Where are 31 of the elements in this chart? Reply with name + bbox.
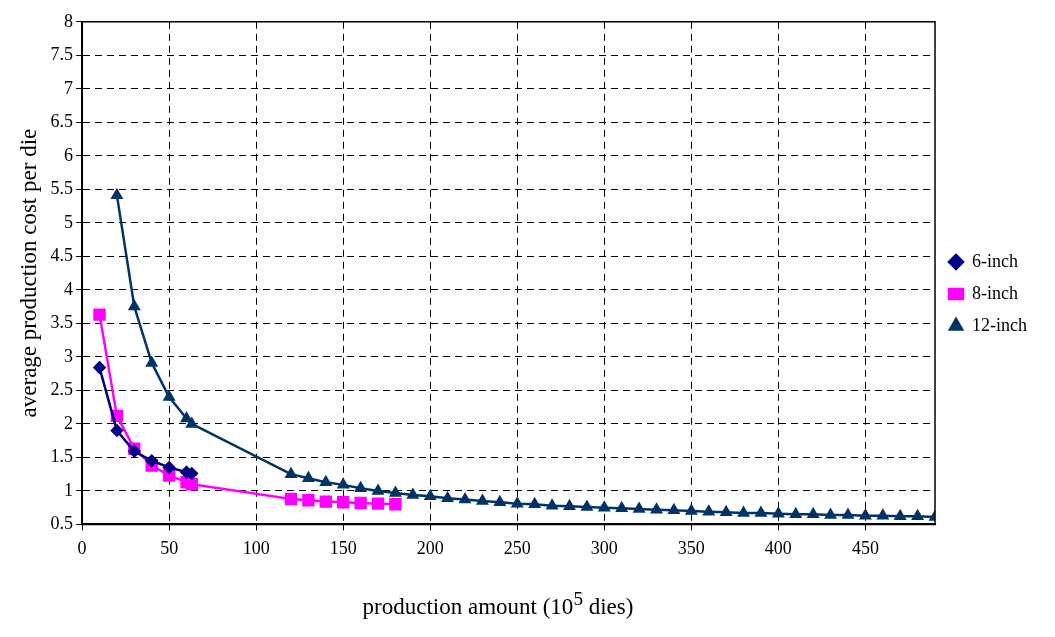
y-tick-label: 3	[64, 345, 74, 366]
x-tick-label: 150	[329, 537, 357, 558]
y-tick-label: 5	[64, 211, 74, 232]
x-tick-label: 350	[677, 537, 705, 558]
y-tick-label: 7	[64, 77, 74, 98]
y-tick-label: 1	[64, 479, 74, 500]
legend-label: 12-inch	[972, 314, 1027, 335]
y-tick-label: 6	[64, 144, 74, 165]
x-tick-label: 450	[851, 537, 879, 558]
y-tick-label: 1.5	[50, 446, 74, 467]
x-tick-label: 300	[590, 537, 618, 558]
x-tick-label: 100	[242, 537, 270, 558]
y-tick-label: 5.5	[50, 178, 74, 199]
y-tick-label: 4.5	[50, 245, 74, 266]
y-tick-label: 3.5	[50, 312, 74, 333]
y-tick-label: 8	[64, 10, 74, 31]
y-tick-label: 0.5	[50, 513, 74, 534]
legend-label: 6-inch	[972, 250, 1018, 271]
y-tick-label: 4	[64, 278, 74, 299]
x-axis-title: production amount (10$^{5}$ dies)	[361, 588, 635, 620]
x-tick-label: 50	[160, 537, 179, 558]
x-tick-label: 250	[503, 537, 531, 558]
y-axis-title: average production cost per die	[15, 128, 41, 418]
x-tick-label: 200	[416, 537, 444, 558]
legend-label: 8-inch	[972, 282, 1018, 303]
x-tick-label: 0	[77, 537, 87, 558]
y-tick-label: 2	[64, 412, 74, 433]
y-tick-label: 6.5	[50, 111, 74, 132]
y-tick-label: 7.5	[50, 44, 74, 65]
y-tick-label: 2.5	[50, 379, 74, 400]
x-tick-label: 400	[764, 537, 792, 558]
